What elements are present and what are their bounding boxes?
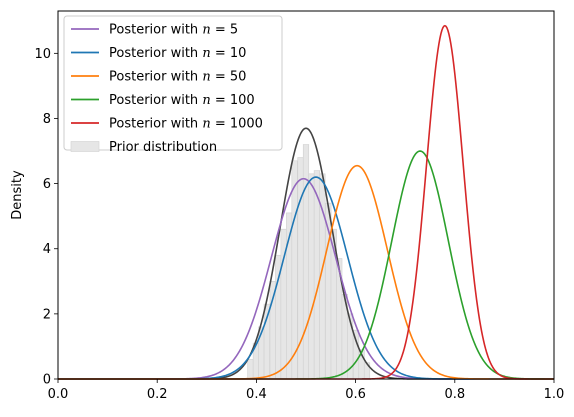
x-tick-label: 0.4 xyxy=(246,387,267,402)
y-tick-label: 8 xyxy=(43,112,51,127)
plot-frame xyxy=(57,10,555,380)
prior-histogram-bar xyxy=(247,359,254,380)
legend-label: Posterior with n = 5 xyxy=(109,23,238,38)
legend-label: Posterior with n = 50 xyxy=(109,70,246,85)
y-axis-label: Density xyxy=(10,170,25,220)
x-tick-label: 1.0 xyxy=(544,387,565,402)
y-tick-label: 10 xyxy=(34,47,51,62)
legend-label: Posterior with n = 1000 xyxy=(109,117,263,132)
legend-label: Posterior with n = 100 xyxy=(109,93,255,108)
y-tick-label: 6 xyxy=(43,177,51,192)
y-tick-label: 2 xyxy=(43,307,51,322)
prior-histogram-bar xyxy=(269,281,276,380)
prior-histogram-bar xyxy=(263,303,270,380)
y-tick-label: 0 xyxy=(43,373,51,388)
legend-box xyxy=(63,15,283,151)
legend-label: Posterior with n = 10 xyxy=(109,46,246,61)
prior-histogram-bar xyxy=(308,173,315,380)
legend: Posterior with n = 5 Posterior with n = 1… xyxy=(63,15,283,155)
prior-histogram-bar xyxy=(291,160,298,380)
legend-label: Prior distribution xyxy=(109,140,217,155)
x-tick-label: 0.6 xyxy=(345,387,366,402)
legend-swatch xyxy=(70,141,100,152)
x-tick-label: 0.0 xyxy=(48,387,69,402)
prior-histogram xyxy=(247,144,371,380)
x-axis: 0.0 0.2 0.4 0.6 0.8 1.0 xyxy=(48,379,565,402)
y-axis: 0 2 4 6 8 10 xyxy=(34,47,58,388)
x-tick-label: 0.2 xyxy=(147,387,168,402)
x-tick-label: 0.8 xyxy=(444,387,465,402)
y-tick-label: 4 xyxy=(43,242,51,257)
